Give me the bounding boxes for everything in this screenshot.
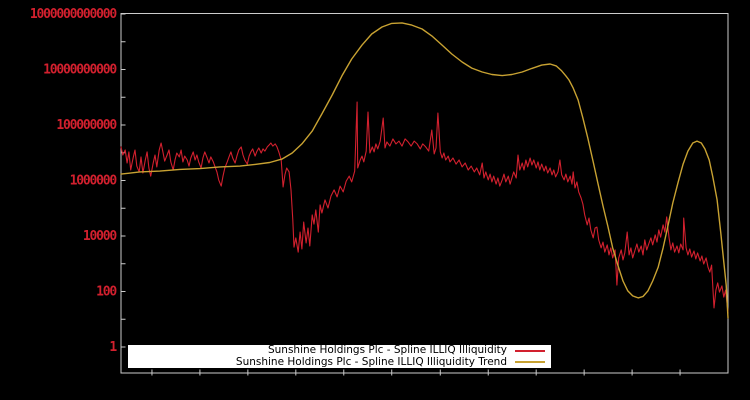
legend-label-illiq: Sunshine Holdings Plc - Spline ILLIQ Ill… xyxy=(267,344,507,357)
series-illiq-line xyxy=(120,101,729,313)
y-axis-tick-label: 1 xyxy=(109,340,117,355)
y-axis-tick-label: 1000000000000 xyxy=(30,7,118,22)
legend-swatch-red-line xyxy=(515,349,545,352)
legend: Sunshine Holdings Plc - Spline ILLIQ Ill… xyxy=(128,345,551,368)
plot-frame xyxy=(120,13,729,374)
y-axis-tick-label: 100000000 xyxy=(56,118,117,133)
legend-row-illiq: Sunshine Holdings Plc - Spline ILLIQ Ill… xyxy=(128,345,551,357)
legend-swatch-yellow-line xyxy=(515,361,545,364)
y-axis-tick-label: 10000 xyxy=(83,229,118,244)
y-axis-tick-label: 1000000 xyxy=(70,174,118,189)
legend-label-trend: Sunshine Holdings Plc - Spline ILLIQ Ill… xyxy=(235,355,507,368)
series-trend-line xyxy=(120,22,729,319)
legend-row-trend: Sunshine Holdings Plc - Spline ILLIQ Ill… xyxy=(128,355,551,369)
y-axis-tick-label: 10000000000 xyxy=(43,63,117,78)
y-axis-tick-label: 100 xyxy=(96,285,117,300)
